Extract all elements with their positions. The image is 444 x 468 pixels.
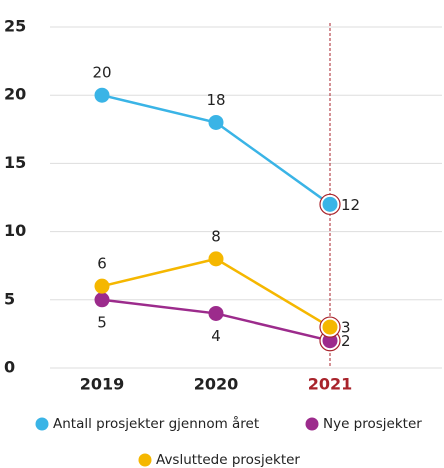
point xyxy=(94,292,110,308)
legend-label: Avsluttede prosjekter xyxy=(156,452,300,468)
series-line xyxy=(101,93,331,206)
point xyxy=(208,251,224,267)
legend-marker xyxy=(35,417,49,431)
data-label: 8 xyxy=(211,227,221,245)
x-tick-label: 2019 xyxy=(80,375,125,394)
data-label: 18 xyxy=(206,91,225,109)
data-label: 5 xyxy=(97,313,107,331)
y-tick-label: 25 xyxy=(4,17,26,36)
y-tick-label: 0 xyxy=(4,358,15,377)
y-tick-label: 15 xyxy=(4,153,26,172)
legend-marker xyxy=(305,417,319,431)
x-tick-label: 2020 xyxy=(194,375,239,394)
point xyxy=(322,196,338,212)
data-label: 4 xyxy=(211,327,221,345)
y-tick-label: 20 xyxy=(4,85,26,104)
x-tick-label: 2021 xyxy=(308,375,353,394)
data-label: 6 xyxy=(97,255,107,273)
data-label: 2 xyxy=(341,332,351,350)
point xyxy=(208,305,224,321)
point xyxy=(94,278,110,294)
data-label: 20 xyxy=(92,64,111,82)
y-tick-label: 5 xyxy=(4,289,15,308)
data-label: 12 xyxy=(341,196,360,214)
point xyxy=(94,87,110,103)
point xyxy=(208,114,224,130)
y-tick-label: 10 xyxy=(4,221,26,240)
legend-marker xyxy=(138,453,152,467)
legend-label: Antall prosjekter gjennom året xyxy=(53,415,259,432)
point xyxy=(322,319,338,335)
legend-label: Nye prosjekter xyxy=(323,416,422,432)
data-label: 3 xyxy=(341,319,351,337)
